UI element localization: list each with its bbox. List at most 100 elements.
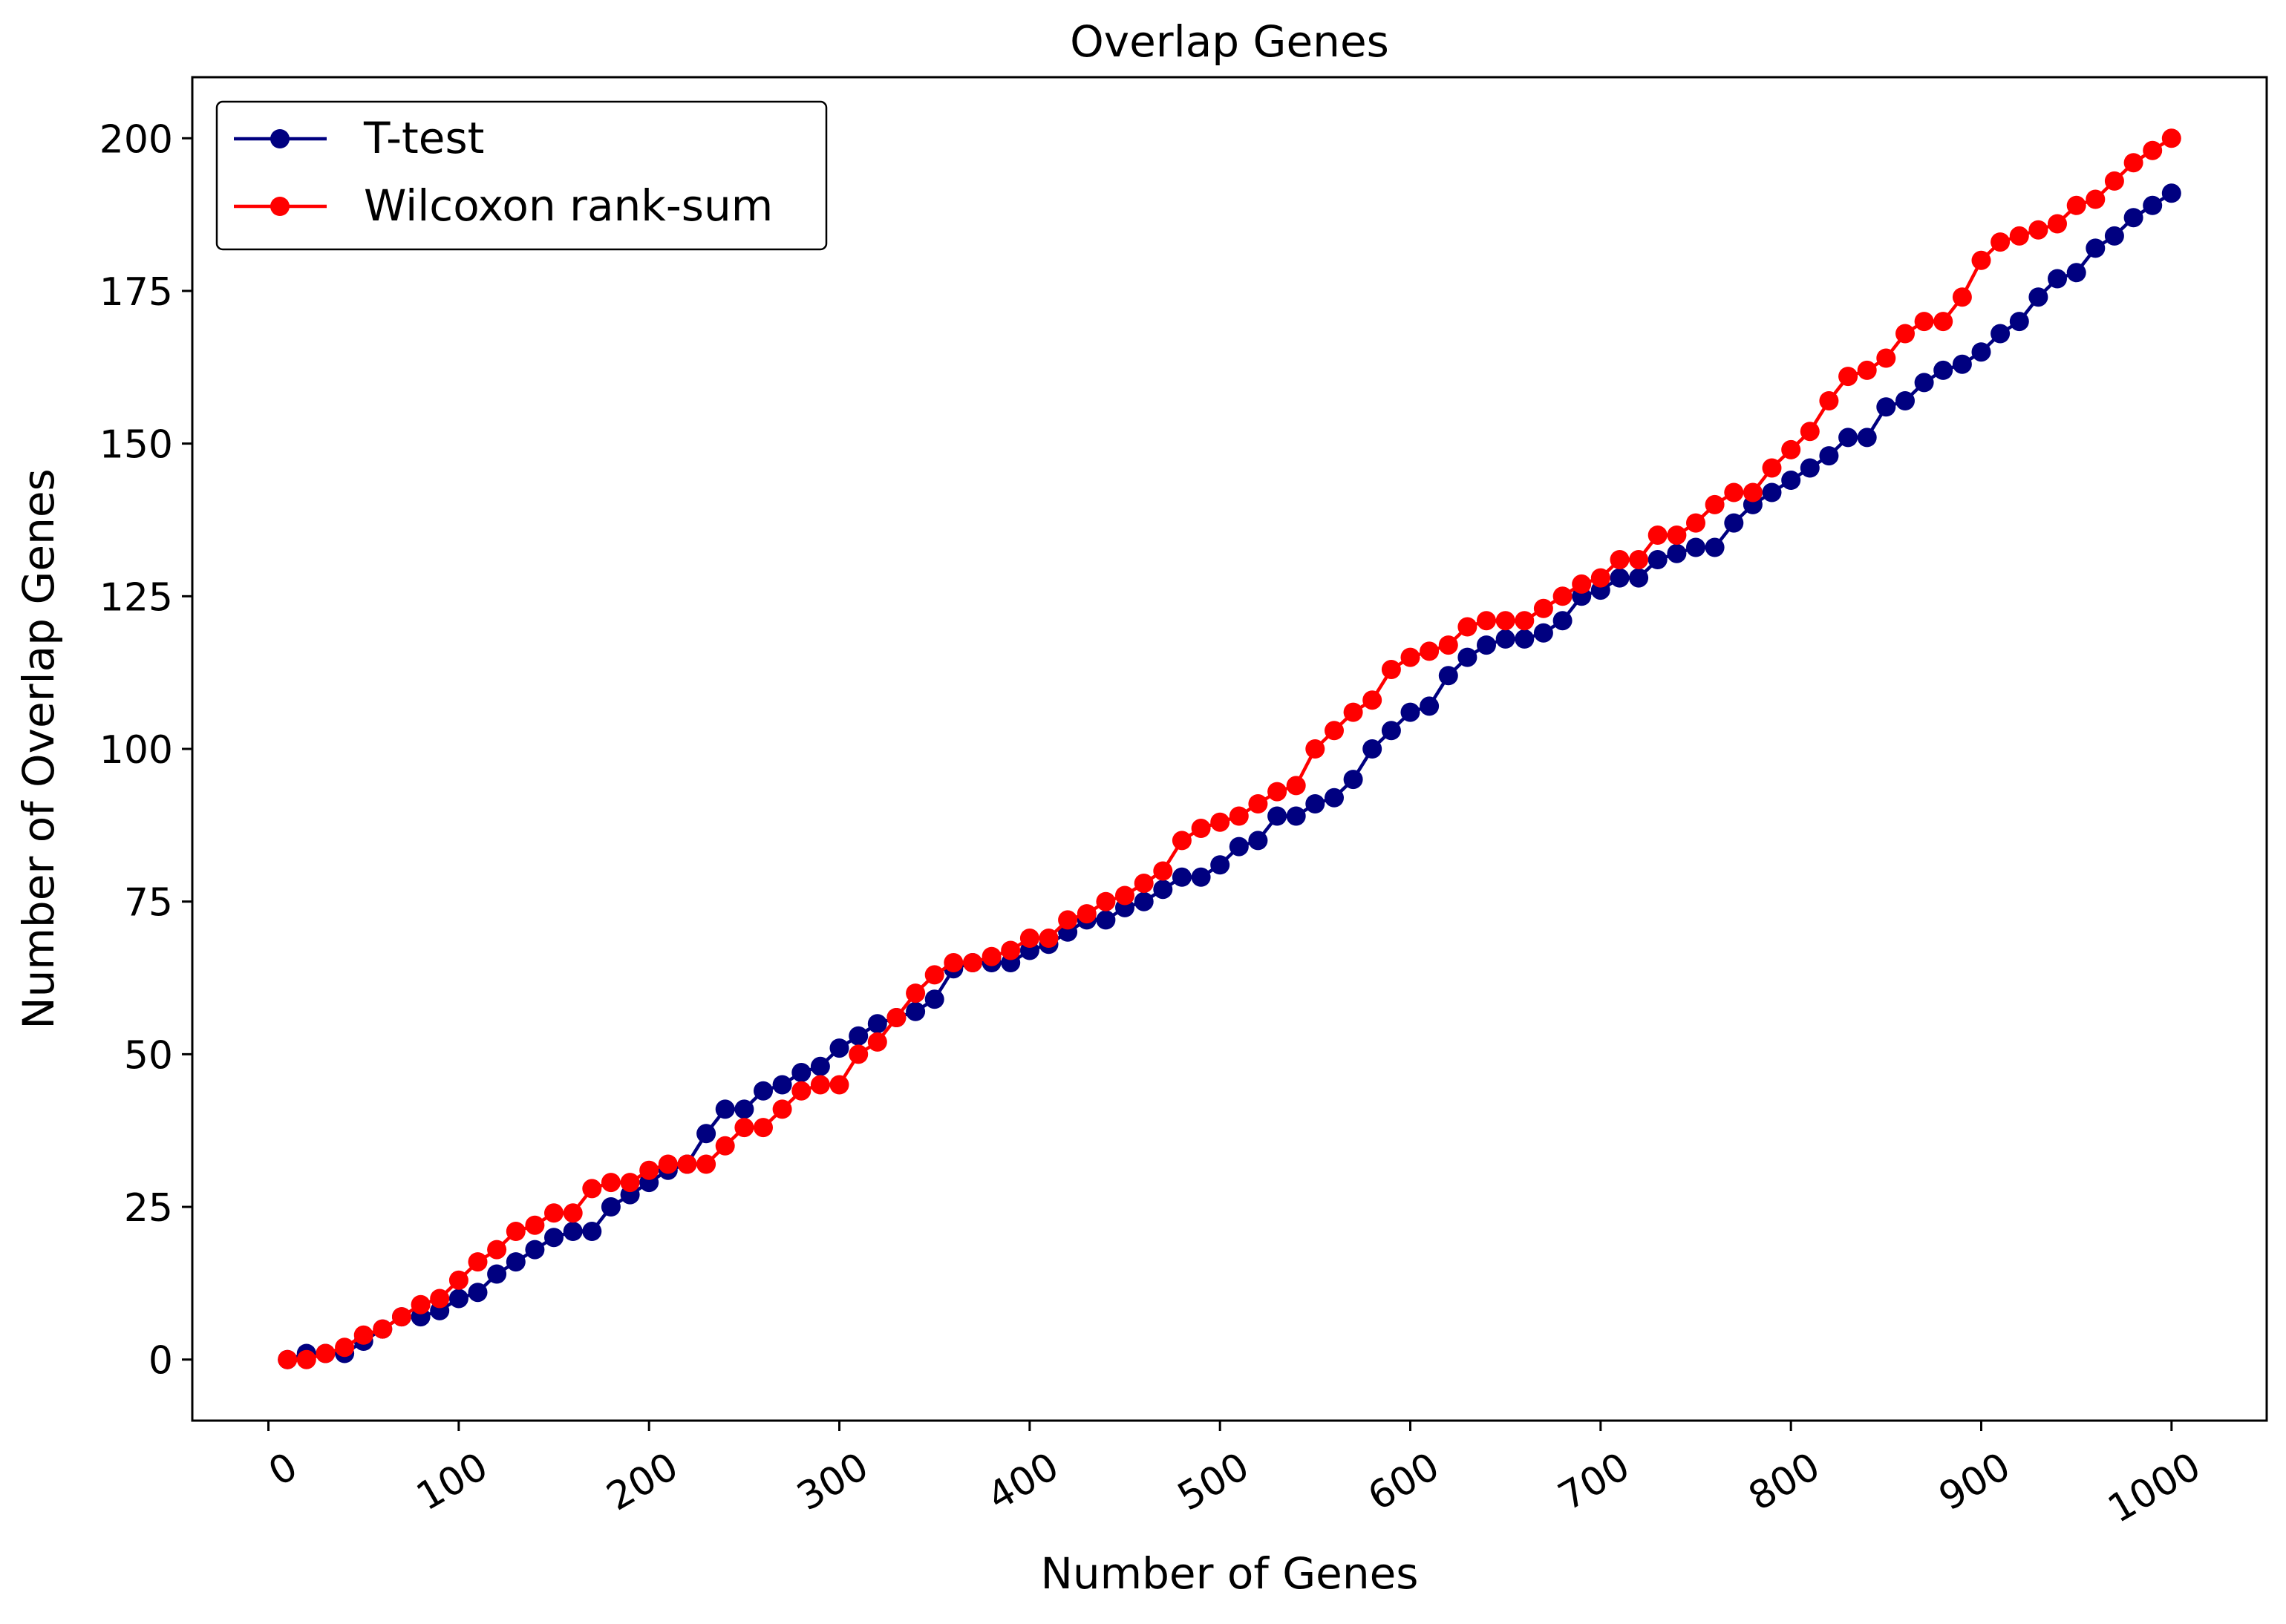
data-point <box>1838 428 1858 448</box>
legend-label: T-test <box>363 113 484 163</box>
data-point <box>944 953 964 972</box>
data-point <box>1343 770 1363 790</box>
data-point <box>2086 238 2106 258</box>
data-point <box>1134 891 1154 911</box>
data-point <box>1420 641 1440 661</box>
data-point <box>734 1118 754 1138</box>
data-point <box>906 1001 926 1021</box>
data-point <box>1647 525 1668 545</box>
legend: T-test Wilcoxon rank-sum <box>215 100 828 251</box>
data-point <box>1172 867 1192 887</box>
data-point <box>1800 422 1820 442</box>
data-point <box>1229 836 1249 857</box>
data-point <box>810 1075 830 1095</box>
data-point <box>2161 128 2181 148</box>
data-point <box>430 1289 450 1309</box>
data-point <box>734 1099 754 1119</box>
legend-entry: Wilcoxon rank-sum <box>234 180 773 231</box>
data-point <box>1077 904 1097 924</box>
data-point <box>335 1337 355 1358</box>
series-layer <box>278 128 2181 1369</box>
data-point <box>2143 140 2163 160</box>
data-point <box>2028 287 2048 307</box>
data-point <box>1477 635 1496 655</box>
data-point <box>1762 482 1782 502</box>
data-point <box>1457 647 1477 667</box>
data-point <box>2104 171 2124 191</box>
data-point <box>1267 806 1287 826</box>
data-point <box>1134 874 1154 893</box>
data-point <box>1381 660 1401 679</box>
data-point <box>1343 702 1363 722</box>
data-point <box>1952 287 1972 307</box>
data-point <box>1838 367 1858 387</box>
data-point <box>849 1026 869 1046</box>
data-point <box>1743 482 1763 502</box>
y-tick-label: 175 <box>99 270 173 315</box>
data-point <box>1933 312 1953 332</box>
data-point <box>468 1252 488 1272</box>
data-point <box>1286 776 1306 796</box>
data-point <box>1819 446 1839 466</box>
data-point <box>1572 574 1592 594</box>
data-point <box>1857 428 1877 448</box>
data-point <box>1705 494 1725 514</box>
data-point <box>1457 617 1477 637</box>
data-point <box>1191 867 1211 887</box>
data-point <box>1325 788 1344 808</box>
data-point <box>296 1349 316 1369</box>
data-point <box>1381 721 1401 741</box>
data-point <box>1210 855 1230 875</box>
data-point <box>1781 471 1801 490</box>
data-point <box>1362 690 1382 710</box>
data-point <box>2143 195 2163 215</box>
data-point <box>1438 635 1458 655</box>
data-point <box>1914 373 1934 393</box>
data-point <box>582 1179 602 1199</box>
data-point <box>639 1160 659 1180</box>
data-point <box>373 1319 393 1339</box>
data-point <box>1153 861 1173 881</box>
data-point <box>1477 611 1496 631</box>
data-point <box>1286 806 1306 826</box>
data-point <box>1495 611 1515 631</box>
data-point <box>353 1325 373 1345</box>
data-point <box>278 1349 298 1369</box>
data-point <box>677 1154 697 1174</box>
data-point <box>448 1270 468 1290</box>
data-point <box>1667 543 1687 563</box>
data-point <box>468 1283 488 1303</box>
legend-label: Wilcoxon rank-sum <box>364 180 773 231</box>
data-point <box>487 1240 507 1260</box>
data-point <box>867 1032 887 1052</box>
data-point <box>1096 910 1116 930</box>
legend-marker <box>270 197 290 216</box>
data-point <box>316 1343 336 1363</box>
data-point <box>1552 611 1573 631</box>
chart-title: Overlap Genes <box>1070 16 1389 67</box>
data-point <box>2048 214 2067 234</box>
data-point <box>1971 250 1991 270</box>
data-point <box>810 1056 830 1076</box>
data-point <box>1325 721 1344 741</box>
series-line <box>287 137 2173 1361</box>
data-point <box>1952 354 1972 374</box>
data-point <box>1552 586 1573 606</box>
data-point <box>658 1154 678 1174</box>
data-point <box>696 1154 716 1174</box>
data-point <box>1991 232 2011 252</box>
data-point <box>1800 458 1820 478</box>
y-tick-label: 50 <box>124 1033 173 1078</box>
data-point <box>1876 348 1896 368</box>
data-point <box>1362 739 1382 759</box>
data-point <box>544 1228 564 1248</box>
data-point <box>563 1222 583 1241</box>
data-point <box>1781 439 1801 459</box>
data-point <box>696 1124 716 1144</box>
data-point <box>392 1307 411 1327</box>
data-point <box>1895 324 1915 344</box>
data-point <box>1610 550 1630 569</box>
y-tick-label: 75 <box>124 881 173 926</box>
data-point <box>2009 312 2029 332</box>
